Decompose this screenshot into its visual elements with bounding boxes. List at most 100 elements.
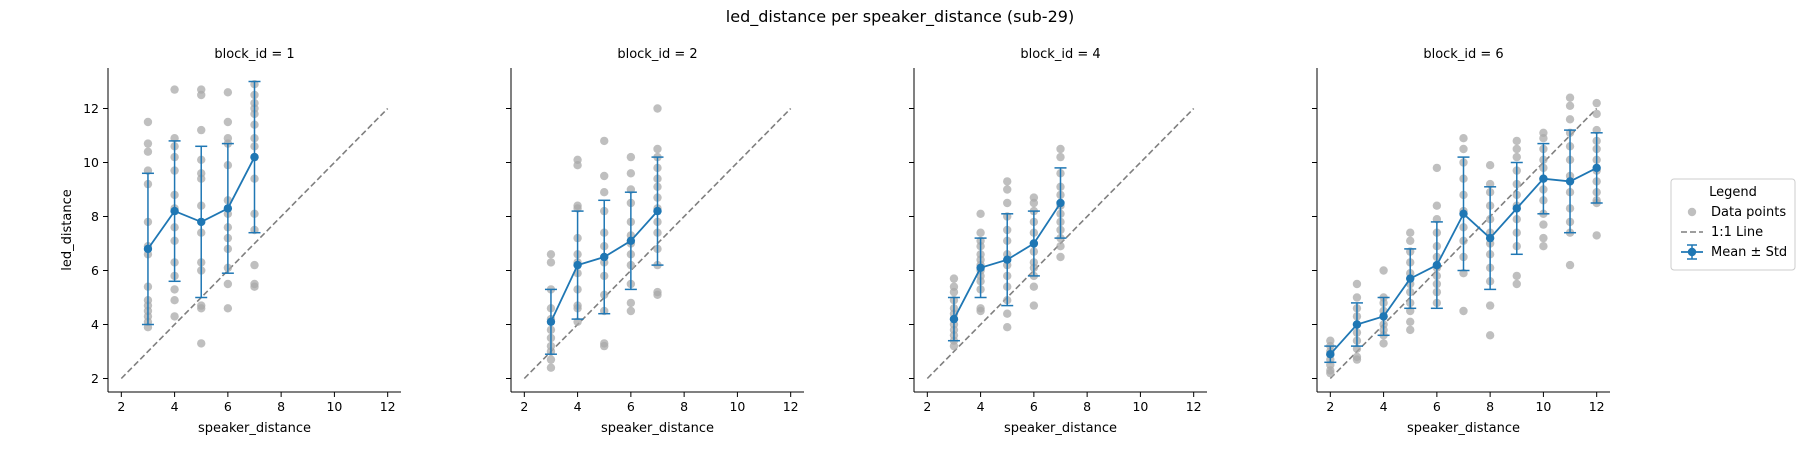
data-point [1592,109,1601,119]
data-point [1485,161,1495,170]
figure-title: led_distance per speaker_distance (sub-2… [726,7,1074,27]
data-point [197,339,206,348]
data-point [1406,325,1415,335]
data-point [976,228,985,237]
data-point [1592,98,1601,108]
data-point [1565,115,1575,124]
data-point [1485,301,1495,310]
data-point [600,171,609,181]
data-point [600,136,609,146]
data-point [1406,317,1415,326]
x-axis-label: speaker_distance [601,421,714,436]
data-point [626,169,636,178]
x-tick-label: 2 [923,399,931,414]
data-point [1029,198,1039,208]
data-point [1432,201,1442,210]
x-tick-label: 10 [326,399,342,414]
mean-marker [573,260,582,270]
mean-marker [197,217,206,227]
data-point [1512,144,1521,154]
mean-marker [1459,209,1468,218]
data-point [626,152,636,162]
y-tick-label: 2 [91,371,99,386]
y-tick-label: 8 [91,209,99,224]
panels: block_id = 1 2 4 6 8 10 12 2 4 6 8 10 12 speaker_dist… [60,47,1610,436]
mean-marker [170,206,179,216]
legend-item-label: Data points [1711,205,1786,220]
data-point [1459,144,1468,154]
data-point [653,144,662,154]
data-point [1352,279,1362,289]
data-point [250,260,259,270]
panel-title: block_id = 1 [214,47,294,62]
data-point [1512,271,1521,281]
mean-marker [1003,255,1012,264]
panel-title: block_id = 2 [617,47,697,62]
data-point [1592,231,1601,240]
data-point [223,88,233,97]
panel-1: block_id = 1 2 4 6 8 10 12 2 4 6 8 10 12 speaker_dist… [60,47,401,436]
x-tick-label: 6 [224,399,232,414]
mean-marker [1326,350,1335,359]
data-point [546,250,556,259]
x-tick-label: 12 [1589,399,1605,414]
data-point [1352,293,1362,302]
x-axis-label: speaker_distance [1407,421,1520,436]
legend-item-label: Mean ± Std [1711,245,1787,260]
data-point [143,117,153,127]
data-point [573,161,582,170]
data-point [1379,339,1388,348]
data-point [1003,177,1012,186]
mean-marker [1565,177,1575,186]
x-tick-label: 6 [1433,399,1441,414]
mean-marker [223,204,233,213]
mean-marker [949,314,959,324]
data-point [1432,163,1442,173]
data-point [223,279,233,289]
y-tick-label: 6 [91,263,99,278]
x-tick-label: 2 [520,399,528,414]
data-point [1565,93,1575,102]
data-point [197,304,206,313]
x-tick-label: 10 [729,399,745,414]
data-point [600,341,609,351]
legend-item-label: 1:1 Line [1711,225,1763,240]
data-point [1512,152,1521,162]
x-tick-label: 10 [1132,399,1148,414]
x-tick-label: 8 [1486,399,1494,414]
mean-marker [653,206,662,216]
data-point [1326,368,1335,378]
mean-marker [1592,163,1601,173]
mean-marker [1029,239,1039,248]
data-point [1003,185,1012,194]
legend-box [1670,178,1796,271]
mean-marker [1432,260,1442,270]
legend-marker-data-points [1687,207,1697,217]
data-point [1029,301,1039,310]
x-axis-label: speaker_distance [198,421,311,436]
data-point [1056,152,1065,162]
identity-line [120,107,389,380]
data-point [1056,144,1065,154]
data-point [546,363,556,372]
mean-marker [250,152,259,162]
y-axis-label: led_distance [60,189,75,270]
data-point [143,139,153,148]
x-tick-label: 4 [977,399,985,414]
data-point [1565,260,1575,270]
x-tick-label: 12 [380,399,396,414]
x-tick-label: 6 [627,399,635,414]
data-point [546,355,556,364]
data-point [170,312,179,321]
mean-marker [600,252,609,262]
data-point [1512,136,1521,146]
data-point [1003,309,1012,318]
mean-marker [1485,233,1495,243]
legend-marker-mean [1687,247,1697,257]
data-point [143,147,153,156]
x-tick-label: 2 [117,399,125,414]
data-point [653,290,662,299]
x-tick-label: 4 [171,399,179,414]
data-point [1565,101,1575,111]
mean-marker [1056,198,1065,208]
